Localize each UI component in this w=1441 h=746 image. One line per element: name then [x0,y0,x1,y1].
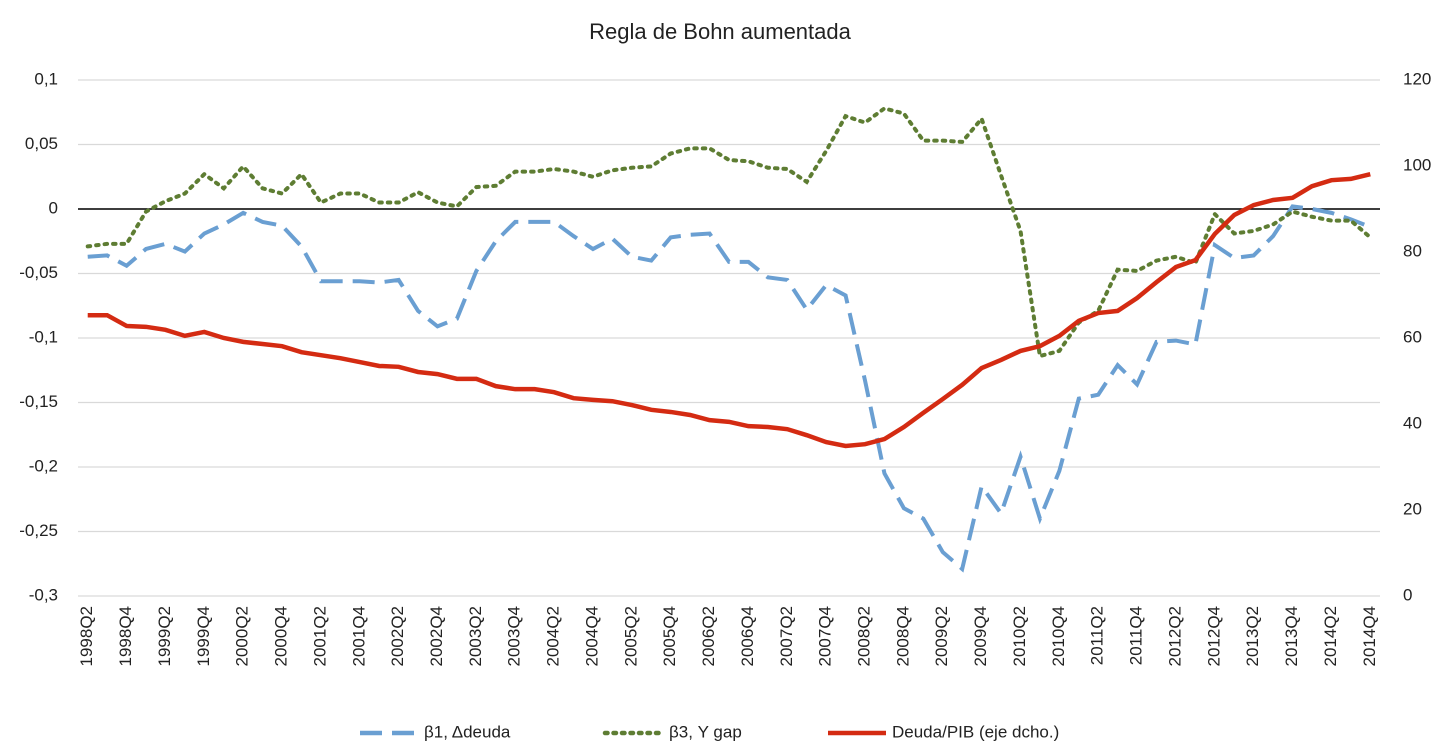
y-tick-label: -0,15 [19,392,58,411]
x-tick-label: 2006Q2 [699,606,718,667]
y2-tick-label: 80 [1403,241,1422,260]
y-tick-label: 0,1 [34,69,58,88]
y-tick-label: 0,05 [25,134,58,153]
x-tick-label: 2007Q2 [777,606,796,667]
x-tick-label: 2013Q4 [1282,606,1301,667]
x-tick-label: 2005Q2 [621,606,640,667]
x-tick-label: 2007Q4 [816,606,835,667]
x-tick-label: 2000Q4 [272,606,291,667]
y2-tick-label: 20 [1403,499,1422,518]
x-tick-label: 2009Q2 [932,606,951,667]
x-tick-label: 2002Q4 [427,606,446,667]
x-tick-label: 2012Q2 [1165,606,1184,667]
x-tick-label: 2002Q2 [388,606,407,667]
x-tick-label: 2013Q2 [1243,606,1262,667]
x-tick-label: 2012Q4 [1204,606,1223,667]
x-tick-label: 2006Q4 [738,606,757,667]
x-tick-label: 2014Q2 [1321,606,1340,667]
x-tick-label: 2004Q2 [544,606,563,667]
x-tick-label: 2000Q2 [233,606,252,667]
y2-tick-label: 0 [1403,585,1412,604]
x-tick-label: 1999Q4 [194,606,213,667]
chart-title: Regla de Bohn aumentada [589,19,852,44]
y-tick-label: -0,3 [29,585,58,604]
x-tick-label: 2010Q2 [1010,606,1029,667]
x-tick-label: 2003Q2 [466,606,485,667]
line-series [87,171,1371,449]
x-tick-label: 2001Q4 [349,606,368,667]
y-tick-label: -0,05 [19,263,58,282]
x-tick-label: 2008Q2 [855,606,874,667]
legend-label: Deuda/PIB (eje dcho.) [892,722,1059,741]
y-tick-label: -0,2 [29,456,58,475]
x-tick-label: 2011Q4 [1127,606,1146,665]
x-tick-label: 2010Q4 [1049,606,1068,667]
y2-tick-label: 60 [1403,327,1422,346]
y-tick-label: 0 [49,198,58,217]
legend-label: β1, Δdeuda [424,722,511,741]
x-tick-label: 2001Q2 [310,606,329,667]
x-tick-label: 2005Q4 [660,606,679,667]
line-series [87,204,1372,573]
x-tick-label: 2009Q4 [971,606,990,667]
y2-tick-label: 120 [1403,69,1431,88]
x-tick-label: 2003Q4 [505,606,524,667]
x-tick-label: 2008Q4 [893,606,912,667]
x-tick-label: 1998Q4 [116,606,135,667]
x-tick-label: 2011Q2 [1088,606,1107,665]
y2-tick-label: 100 [1403,155,1431,174]
x-tick-label: 2014Q4 [1360,606,1379,667]
x-tick-label: 1998Q2 [77,606,96,667]
line-series [85,106,1373,359]
y2-tick-label: 40 [1403,413,1422,432]
y-tick-label: -0,25 [19,521,58,540]
x-tick-label: 2004Q4 [582,606,601,667]
legend-label: β3, Y gap [669,722,742,741]
y-tick-label: -0,1 [29,327,58,346]
x-tick-label: 1999Q2 [155,606,174,667]
